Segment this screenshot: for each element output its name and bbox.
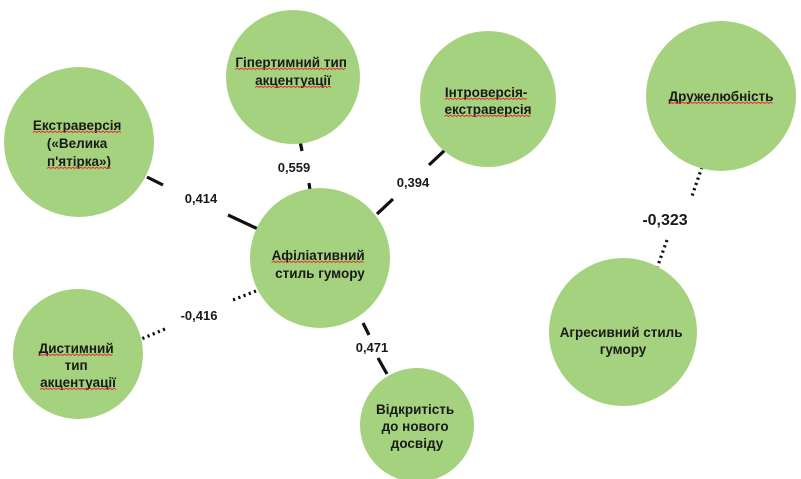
node-label-introversion: Інтроверсія- екстраверсія	[445, 85, 532, 117]
edge-openness-affiliative	[361, 322, 389, 375]
node-label-line: Дистимний	[39, 341, 114, 356]
spellcheck-underline	[254, 85, 332, 89]
node-label-line: Агресивний стиль	[560, 325, 683, 340]
spellcheck-underline	[32, 130, 122, 134]
node-label-line: Інтроверсія-	[445, 85, 528, 100]
node-label-line: акцентуації	[40, 375, 117, 390]
node-label-line: Дружелюбність	[669, 89, 774, 104]
node-label-line: екстраверсія	[445, 102, 532, 117]
node-dysthymic	[13, 289, 143, 419]
node-label-line: акцентуації	[255, 73, 332, 88]
node-label-line: гумору	[600, 342, 647, 357]
edge-labels: 0,414 0,559 0,394 -0,416 0,471 -0,323	[181, 160, 688, 355]
node-label-line: п'ятірка»)	[47, 154, 111, 169]
edge-introversion-affiliative	[375, 148, 447, 216]
node-label-line: досвіду	[391, 436, 444, 451]
nodes	[4, 10, 796, 479]
node-openness	[360, 368, 474, 479]
node-aggressive	[549, 258, 697, 406]
node-label-line: Екстраверсія	[33, 118, 121, 133]
spellcheck-underline	[39, 387, 117, 391]
node-label-openness: Відкритість до нового досвіду	[376, 402, 458, 451]
node-label-aggressive: Агресивний стиль гумору	[560, 325, 687, 357]
node-label-friendliness: Дружелюбність	[669, 89, 774, 104]
spellcheck-underline	[46, 166, 112, 170]
edge-label-extraversion-affiliative: 0,414	[185, 191, 218, 206]
node-label-affiliative: Афіліативний стиль гумору	[272, 248, 369, 281]
spellcheck-underlines	[32, 67, 773, 391]
node-label-line: Афіліативний	[272, 248, 365, 263]
edge-label-dysthymic-affiliative: -0,416	[181, 308, 218, 323]
spellcheck-underline	[235, 67, 346, 71]
node-label-line: тип	[65, 358, 88, 373]
edge-label-friendliness-aggressive: -0,323	[642, 212, 687, 229]
edge-extraversion-affiliative	[146, 175, 259, 231]
spellcheck-underline	[444, 114, 531, 118]
node-friendliness	[646, 21, 796, 171]
edge-dysthymic-affiliative	[138, 289, 257, 342]
node-extraversion	[4, 67, 154, 217]
node-labels: Афіліативний стиль гумору Гіпертимний ти…	[33, 55, 774, 451]
node-label-line: Відкритість	[376, 402, 454, 417]
node-label-line: («Велика	[47, 136, 108, 151]
node-label-line: до нового	[382, 419, 449, 434]
node-label-dysthymic: Дистимний тип акцентуації	[39, 341, 118, 390]
node-label-extraversion: Екстраверсія («Велика п'ятірка»)	[33, 118, 125, 169]
node-label-hyperthymic: Гіпертимний тип акцентуації	[235, 55, 350, 88]
spellcheck-underline	[668, 101, 773, 105]
spellcheck-underline	[271, 260, 364, 264]
node-label-line: стиль гумору	[275, 266, 365, 281]
node-label-line: Гіпертимний тип	[235, 55, 347, 70]
edge-label-introversion-affiliative: 0,394	[397, 175, 430, 190]
node-affiliative	[250, 188, 390, 328]
spellcheck-underline	[38, 353, 113, 357]
edge-label-hyperthymic-affiliative: 0,559	[278, 160, 311, 175]
node-hyperthymic	[226, 10, 360, 144]
edge-label-openness-affiliative: 0,471	[356, 340, 389, 355]
spellcheck-underline	[444, 97, 528, 101]
